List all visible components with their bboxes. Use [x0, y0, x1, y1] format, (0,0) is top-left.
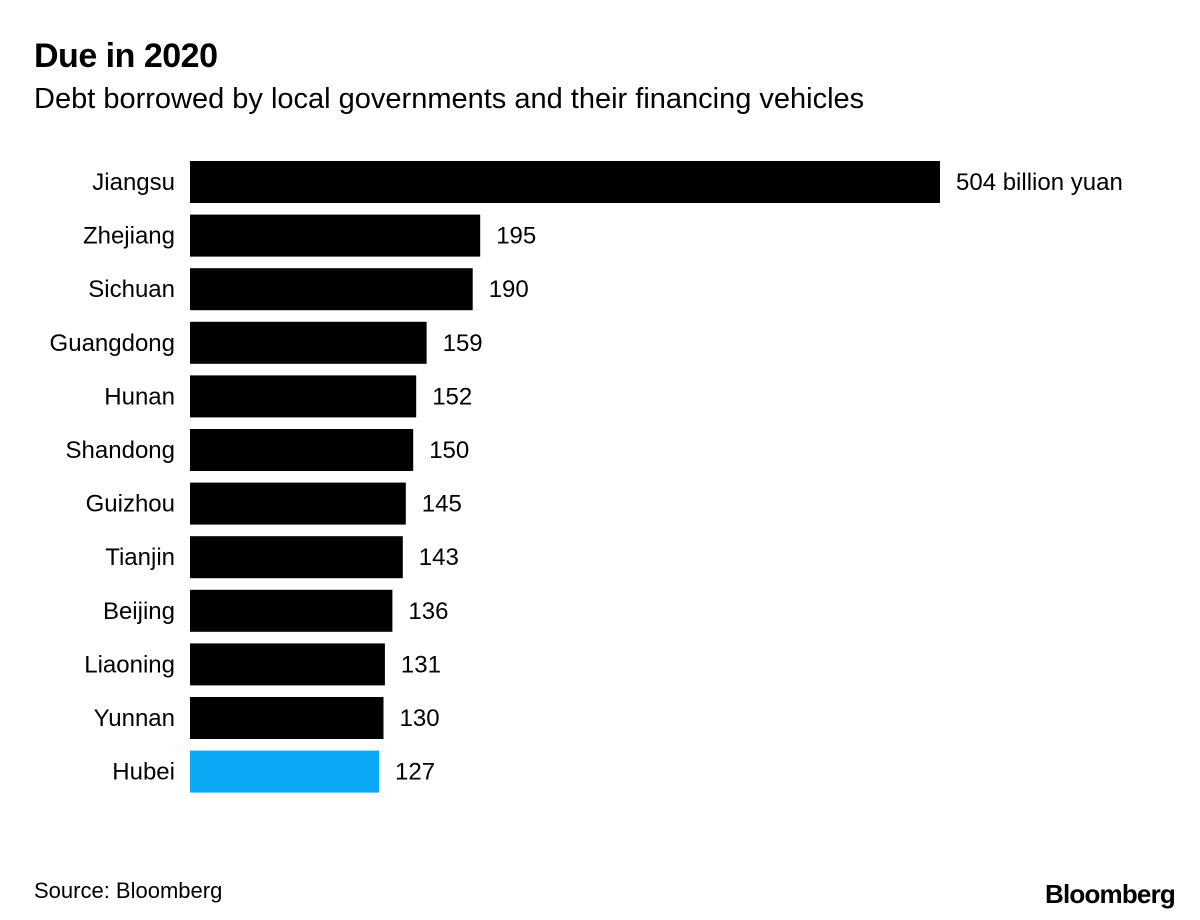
category-label-hunan: Hunan: [104, 383, 175, 410]
bar-sichuan: [190, 268, 473, 311]
category-label-jiangsu: Jiangsu: [92, 169, 175, 196]
bar-hubei: [190, 750, 379, 793]
chart-subtitle: Debt borrowed by local governments and t…: [34, 83, 865, 115]
category-label-guizhou: Guizhou: [86, 491, 175, 518]
value-label-beijing: 136: [408, 598, 448, 625]
bar-guizhou: [190, 482, 406, 525]
value-label-jiangsu: 504 billion yuan: [956, 169, 1123, 196]
source-note: Source: Bloomberg: [34, 878, 223, 903]
value-label-shandong: 150: [429, 437, 469, 464]
value-label-hunan: 152: [432, 383, 472, 410]
category-label-zhejiang: Zhejiang: [83, 223, 175, 250]
category-label-hubei: Hubei: [112, 759, 175, 786]
value-label-guangdong: 159: [443, 330, 483, 357]
category-label-beijing: Beijing: [103, 598, 175, 625]
chart-title: Due in 2020: [34, 37, 218, 75]
bar-guangdong: [190, 321, 427, 364]
category-label-sichuan: Sichuan: [88, 276, 175, 303]
bar-hunan: [190, 375, 417, 418]
category-label-guangdong: Guangdong: [50, 330, 175, 357]
category-label-liaoning: Liaoning: [84, 651, 175, 678]
value-label-zhejiang: 195: [496, 223, 536, 250]
bar-yunnan: [190, 697, 384, 739]
value-label-sichuan: 190: [489, 276, 529, 303]
value-label-yunnan: 130: [400, 705, 440, 732]
bar-zhejiang: [190, 214, 481, 257]
category-label-yunnan: Yunnan: [94, 705, 175, 732]
bar-chart: Jiangsu 504 billion yuan Zhejiang 195 Sichua…: [50, 161, 1123, 793]
value-label-hubei: 127: [395, 759, 435, 786]
value-label-tianjin: 143: [419, 544, 459, 571]
category-label-shandong: Shandong: [66, 437, 175, 464]
bar-beijing: [190, 589, 393, 632]
bar-liaoning: [190, 643, 385, 686]
bar-jiangsu: [190, 161, 940, 203]
category-label-tianjin: Tianjin: [105, 544, 175, 571]
bloomberg-logo: Bloomberg: [1044, 879, 1176, 909]
value-label-liaoning: 131: [401, 651, 441, 678]
bar-shandong: [190, 429, 414, 471]
bar-tianjin: [190, 536, 403, 579]
value-label-guizhou: 145: [422, 491, 462, 518]
